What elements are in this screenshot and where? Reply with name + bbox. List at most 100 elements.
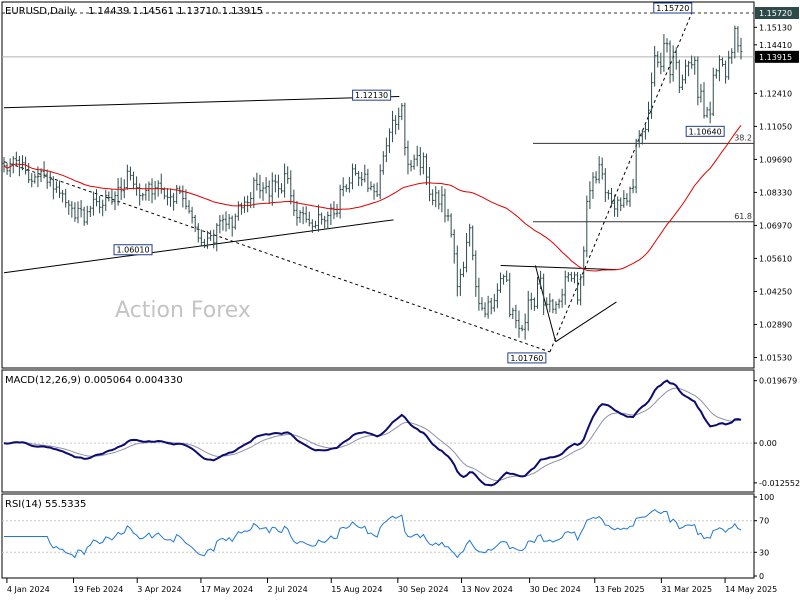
price-bar — [428, 167, 431, 202]
price-bar — [557, 298, 561, 309]
price-bar — [517, 310, 521, 338]
date-tick-label: 14 May 2025 — [725, 585, 777, 594]
price-tick-label: 1.12410 — [759, 89, 792, 98]
price-bar — [693, 56, 697, 75]
price-bar — [122, 179, 126, 199]
price-bar — [671, 45, 675, 82]
price-tick-label: 1.14410 — [759, 41, 792, 50]
price-bar — [30, 173, 34, 188]
price-bar — [560, 288, 564, 308]
price-bar — [520, 325, 524, 332]
price-bar — [650, 72, 653, 119]
price-bar — [486, 295, 490, 319]
price-bar — [412, 154, 416, 170]
price-bar — [730, 48, 734, 64]
price-bar — [89, 205, 92, 218]
price-bar — [264, 177, 268, 194]
price-bar — [283, 163, 286, 198]
macd-tick-label: 0.00 — [759, 439, 777, 448]
price-bar — [144, 183, 148, 201]
ma-line — [3, 124, 742, 272]
price-bar — [119, 177, 123, 200]
price-bar — [227, 213, 231, 230]
price-bar — [434, 186, 438, 208]
price-bar — [391, 110, 394, 143]
price-bar — [314, 220, 317, 229]
price-bar — [301, 206, 305, 225]
price-tick-label: 1.06970 — [759, 221, 792, 230]
annotation-label: 1.01760 — [510, 354, 543, 363]
trendline — [3, 161, 551, 353]
reference-levels: 38.2 61.8 — [2, 12, 754, 223]
price-bar — [270, 172, 274, 206]
price-bar — [21, 155, 24, 171]
price-bar — [357, 171, 360, 187]
price-bar — [203, 239, 206, 249]
price-bar — [348, 176, 351, 193]
price-bar — [637, 130, 641, 148]
price-bar — [378, 164, 382, 200]
price-bar — [61, 189, 64, 203]
price-bar — [449, 213, 453, 238]
price-bar — [446, 208, 450, 222]
price-bar — [548, 293, 552, 313]
price-bar — [665, 38, 669, 53]
price-bar — [493, 293, 496, 312]
price-bar — [588, 181, 592, 210]
price-bar — [431, 189, 434, 206]
price-tick-label: 1.15130 — [759, 23, 792, 32]
price-bar — [551, 298, 555, 314]
price-bar — [733, 25, 737, 59]
price-bar — [474, 250, 478, 297]
price-bar — [175, 184, 178, 204]
high-price-tag — [755, 7, 799, 20]
price-bar — [206, 230, 209, 249]
price-bar — [480, 297, 484, 311]
price-bar — [92, 191, 95, 216]
price-bar — [101, 199, 104, 217]
price-bar — [298, 210, 302, 223]
trendline — [549, 12, 693, 353]
price-pane-frame — [1, 1, 755, 369]
price-bar — [394, 115, 397, 135]
price-tick-label: 1.01530 — [759, 354, 792, 363]
price-bar — [736, 26, 740, 53]
rsi-tick-label: 100 — [759, 493, 774, 502]
price-bar — [64, 188, 67, 208]
price-tick-label: 1.15720 — [759, 9, 792, 18]
price-bar — [641, 129, 644, 145]
price-bar — [150, 178, 154, 204]
price-bar — [196, 223, 200, 243]
macd-line — [3, 379, 742, 487]
price-bar — [496, 283, 499, 309]
price-bar — [67, 199, 71, 215]
annotation-box — [113, 244, 153, 256]
price-bar — [739, 37, 743, 60]
price-bar — [338, 184, 342, 219]
price-bar — [224, 211, 228, 232]
price-bar — [230, 215, 234, 237]
price-bar — [563, 270, 567, 305]
watermark: Action Forex — [115, 298, 251, 323]
price-bar — [579, 274, 582, 306]
trendline — [534, 265, 557, 342]
price-bar — [166, 188, 169, 206]
rsi-tick-label: 0 — [759, 572, 764, 581]
price-bar — [440, 186, 444, 213]
price-bar — [613, 194, 616, 217]
price-bar — [381, 151, 385, 175]
price-bar — [443, 188, 447, 223]
date-tick-label: 13 Feb 2025 — [595, 585, 645, 594]
price-bar — [138, 183, 141, 206]
price-tick-label: 1.05610 — [759, 254, 792, 263]
y-axes: 1.15720 1.15130 1.14410 1.13915 1.12410 1.110… — [754, 7, 800, 581]
price-bar — [597, 156, 601, 184]
price-bar — [169, 189, 172, 207]
macd-pane-frame — [1, 369, 755, 493]
rsi-title: RSI(14) 55.5335 — [5, 499, 86, 510]
price-bar — [307, 211, 311, 227]
price-bar — [425, 153, 428, 186]
price-bar — [258, 174, 262, 199]
price-bar — [702, 82, 706, 119]
price-bar — [619, 197, 623, 212]
